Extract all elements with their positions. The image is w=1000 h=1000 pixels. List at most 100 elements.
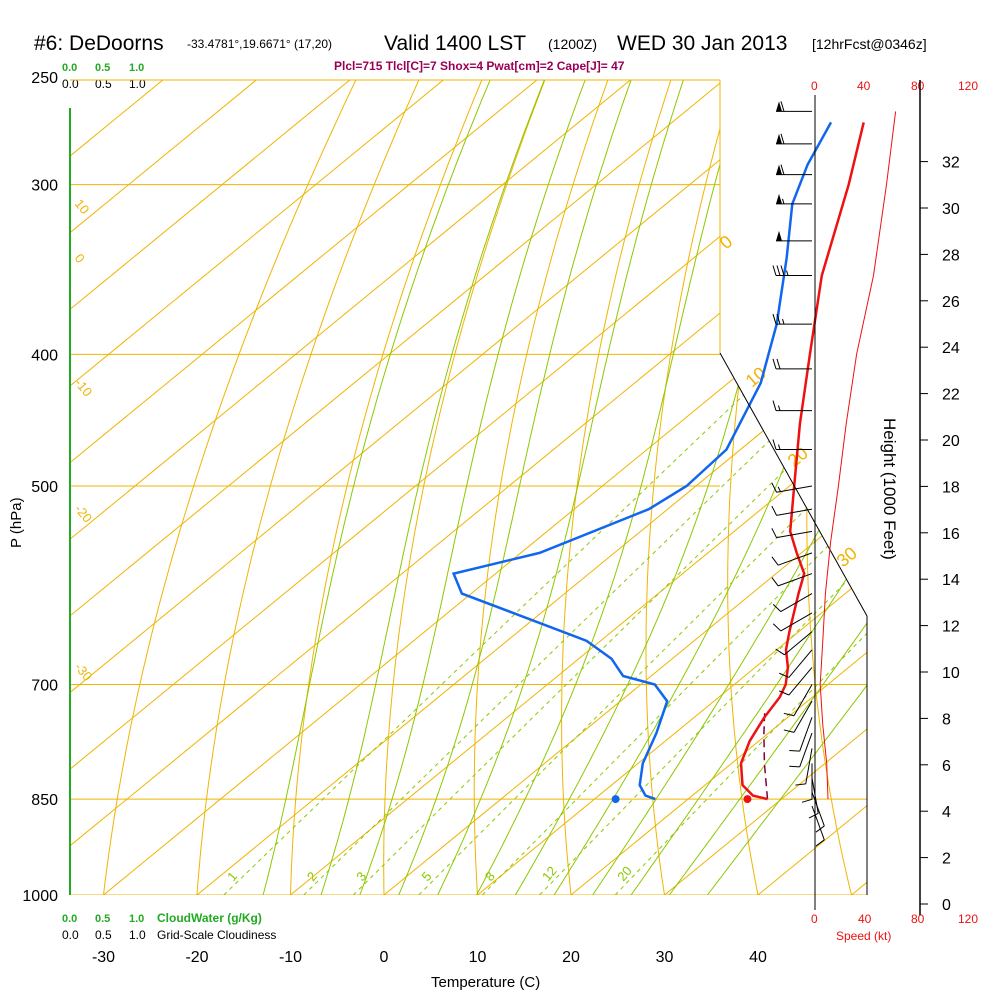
sounding-profiles <box>451 121 865 804</box>
height-tick-label: 10 <box>942 665 960 682</box>
wind-barb-staff <box>811 791 825 827</box>
speed-tick: 0 <box>811 79 818 93</box>
wind-barb <box>789 732 813 768</box>
wind-speed-curve <box>819 111 897 800</box>
wind-barb <box>771 552 813 566</box>
wind-barb <box>771 505 813 516</box>
wind-barb <box>772 439 812 450</box>
dry-adiabat <box>383 80 556 895</box>
dry-adiabat <box>806 80 867 895</box>
valid-date: WED 30 Jan 2013 <box>617 32 787 55</box>
wind-barb-half <box>782 318 785 325</box>
moist-adiabat <box>423 80 689 895</box>
cloudiness-tick: 0.0 <box>62 77 79 91</box>
dry-adiabat <box>645 80 743 895</box>
temp-tick-label: -30 <box>92 949 115 966</box>
wind-barb-feather <box>772 313 777 325</box>
wind-barb-flag <box>776 193 782 204</box>
wind-barb-feather <box>779 672 790 678</box>
dry-adiabat <box>194 80 432 895</box>
wind-barb <box>776 164 812 176</box>
pressure-tick-label: 1000 <box>22 888 58 905</box>
wind-barb-feather <box>780 101 785 112</box>
isotherm-line <box>103 80 867 895</box>
theta-label: 0 <box>716 231 737 253</box>
height-tick-label: 6 <box>942 758 951 775</box>
isotherm-line <box>383 80 867 895</box>
wind-barb-staff <box>780 593 813 613</box>
pressure-tick-label: 300 <box>31 178 58 195</box>
wind-barb-flag <box>776 133 782 144</box>
wind-barb-feather <box>776 265 781 276</box>
wind-barb-staff <box>788 649 813 678</box>
wind-barb-feather <box>772 358 777 370</box>
dry-adiabat <box>561 80 681 895</box>
wind-barb-staff <box>811 777 819 814</box>
height-tick-label: 8 <box>942 711 951 728</box>
mixing-ratio-line <box>223 353 787 895</box>
wind-barb <box>771 573 813 587</box>
moist-adiabat <box>460 80 750 895</box>
height-tick-label: 30 <box>942 201 960 218</box>
x-axis-title: Temperature (C) <box>431 974 540 991</box>
cloudiness-tick: 0.5 <box>95 928 112 942</box>
moist-adiabat <box>647 80 867 895</box>
pressure-tick-label: 850 <box>31 792 58 809</box>
isotherm-line <box>70 80 354 895</box>
moist-adiabat <box>348 80 592 895</box>
theta-label: 30 <box>833 543 861 571</box>
wind-barb-feather <box>815 839 825 847</box>
parcel-path-line <box>763 709 769 800</box>
wind-barb-staff <box>776 530 813 539</box>
valid-zulu: (1200Z) <box>548 36 597 52</box>
speed-ticks-top: 0 40 80 120 <box>811 79 978 93</box>
speed-tick: 40 <box>857 79 871 93</box>
wind-barb-half <box>778 405 781 411</box>
temperature-profile-line <box>739 122 865 801</box>
wind-barb-feather <box>775 648 785 656</box>
height-tick-label: 14 <box>942 572 960 589</box>
wind-barb-flag <box>776 101 782 112</box>
wind-barb-half <box>777 486 781 492</box>
wind-barb-feather <box>779 690 790 696</box>
moist-adiabat <box>572 80 867 895</box>
wind-barb-feather <box>789 765 800 768</box>
wind-barb-staff <box>793 700 813 733</box>
isotherm-label: 10 <box>72 196 93 217</box>
wind-barb-feather <box>780 265 785 276</box>
speed-tick: 120 <box>958 79 978 93</box>
height-tick-label: 18 <box>942 479 960 496</box>
wind-barb-feather <box>808 812 819 819</box>
wind-barb <box>783 684 813 717</box>
wind-barb <box>771 528 813 539</box>
wind-barb-staff <box>776 508 813 516</box>
dry-adiabat <box>473 80 619 895</box>
temp-tick-label: -20 <box>185 949 208 966</box>
wind-barb-staff <box>805 748 813 784</box>
moist-adiabat <box>311 80 551 895</box>
moist-adiabat <box>385 80 637 895</box>
speed-tick: 120 <box>958 912 978 926</box>
wind-barb-feather <box>772 604 782 612</box>
wind-barb <box>801 763 813 803</box>
surface-dewpoint-dot <box>611 795 620 804</box>
wind-barb-staff <box>778 573 813 587</box>
wind-barb <box>772 313 812 325</box>
height-tick-label: 26 <box>942 294 960 311</box>
valid-time: Valid 1400 LST <box>384 32 526 55</box>
cloudwater-tick: 0.0 <box>62 913 77 925</box>
height-tick-label: 22 <box>942 387 960 404</box>
cloudwater-tick: 1.0 <box>129 62 144 74</box>
wind-barb-half <box>786 270 789 276</box>
wind-barb-staff <box>780 612 813 632</box>
height-tick-label: 0 <box>942 897 951 914</box>
mixing-ratio-line <box>614 353 867 895</box>
height-tick-label: 12 <box>942 619 960 636</box>
mixing-ratio-label: 12 <box>539 863 560 884</box>
indices-line: Plcl=715 Tlcl[C]=7 Shox=4 Pwat[cm]=2 Cap… <box>334 59 625 73</box>
isotherm-label: -10 <box>72 375 96 399</box>
mixing-ratio-line <box>352 353 867 895</box>
temp-tick-label: 40 <box>749 949 767 966</box>
wind-barb-staff <box>778 552 813 566</box>
